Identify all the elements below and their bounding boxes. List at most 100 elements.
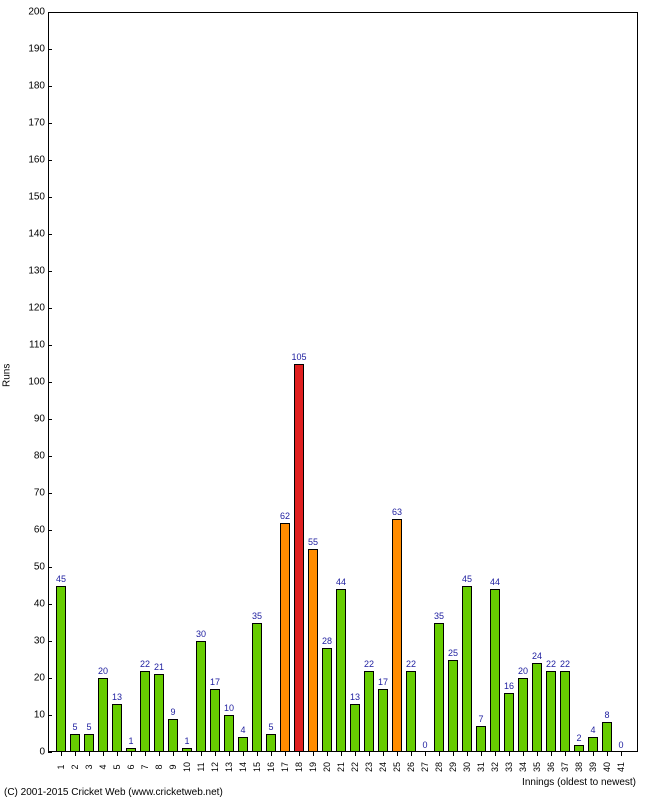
bar: [350, 704, 360, 752]
y-tick-mark: [48, 715, 52, 716]
bar: [70, 734, 80, 753]
y-tick-label: 180: [17, 81, 45, 92]
bar-value-label: 44: [490, 577, 500, 587]
x-tick-mark: [453, 752, 454, 756]
bar: [252, 623, 262, 753]
x-tick-label: 36: [546, 762, 556, 772]
bar-value-label: 22: [546, 659, 556, 669]
y-tick-mark: [48, 12, 52, 13]
bar: [112, 704, 122, 752]
y-tick-mark: [48, 530, 52, 531]
x-tick-mark: [565, 752, 566, 756]
x-tick-label: 31: [476, 762, 486, 772]
y-tick-label: 190: [17, 44, 45, 55]
y-tick-label: 10: [17, 710, 45, 721]
bar-value-label: 105: [291, 352, 306, 362]
x-tick-label: 28: [434, 762, 444, 772]
x-tick-mark: [285, 752, 286, 756]
x-tick-mark: [201, 752, 202, 756]
x-tick-label: 23: [364, 762, 374, 772]
x-tick-label: 27: [420, 762, 430, 772]
x-tick-mark: [341, 752, 342, 756]
bar-value-label: 4: [240, 725, 245, 735]
x-tick-label: 41: [616, 762, 626, 772]
x-tick-mark: [551, 752, 552, 756]
x-tick-mark: [131, 752, 132, 756]
x-tick-label: 35: [532, 762, 542, 772]
bar-value-label: 22: [406, 659, 416, 669]
x-tick-mark: [299, 752, 300, 756]
y-tick-mark: [48, 197, 52, 198]
bar-value-label: 21: [154, 662, 164, 672]
x-tick-label: 40: [602, 762, 612, 772]
bar-value-label: 45: [462, 574, 472, 584]
x-tick-mark: [61, 752, 62, 756]
x-tick-label: 5: [112, 764, 122, 769]
x-tick-label: 16: [266, 762, 276, 772]
bar-value-label: 5: [72, 722, 77, 732]
x-tick-mark: [117, 752, 118, 756]
bar: [196, 641, 206, 752]
y-axis-label: Runs: [2, 373, 13, 387]
y-tick-mark: [48, 678, 52, 679]
y-tick-mark: [48, 160, 52, 161]
x-tick-label: 3: [84, 764, 94, 769]
x-tick-label: 17: [280, 762, 290, 772]
bar-value-label: 13: [350, 692, 360, 702]
x-tick-label: 7: [140, 764, 150, 769]
y-tick-label: 120: [17, 303, 45, 314]
x-tick-mark: [159, 752, 160, 756]
bar-value-label: 1: [128, 736, 133, 746]
x-tick-mark: [439, 752, 440, 756]
y-tick-mark: [48, 345, 52, 346]
x-tick-mark: [89, 752, 90, 756]
bar-value-label: 5: [86, 722, 91, 732]
y-tick-mark: [48, 419, 52, 420]
bar: [602, 722, 612, 752]
bar: [98, 678, 108, 752]
x-tick-mark: [75, 752, 76, 756]
x-tick-label: 8: [154, 764, 164, 769]
bar-value-label: 20: [518, 666, 528, 676]
x-tick-mark: [229, 752, 230, 756]
bar: [140, 671, 150, 752]
bar-value-label: 28: [322, 636, 332, 646]
x-tick-mark: [593, 752, 594, 756]
bar-value-label: 2: [576, 733, 581, 743]
bar: [434, 623, 444, 753]
y-tick-mark: [48, 641, 52, 642]
x-tick-label: 10: [182, 762, 192, 772]
bar: [588, 737, 598, 752]
bar: [518, 678, 528, 752]
bar: [280, 523, 290, 752]
bar: [364, 671, 374, 752]
x-tick-label: 19: [308, 762, 318, 772]
y-tick-label: 40: [17, 599, 45, 610]
y-tick-mark: [48, 123, 52, 124]
bar: [392, 519, 402, 752]
x-tick-mark: [425, 752, 426, 756]
bar: [546, 671, 556, 752]
x-tick-label: 21: [336, 762, 346, 772]
y-tick-label: 80: [17, 451, 45, 462]
x-tick-mark: [313, 752, 314, 756]
bar-value-label: 20: [98, 666, 108, 676]
x-tick-label: 2: [70, 764, 80, 769]
bar: [560, 671, 570, 752]
x-tick-mark: [537, 752, 538, 756]
bar: [154, 674, 164, 752]
x-tick-mark: [103, 752, 104, 756]
x-tick-label: 25: [392, 762, 402, 772]
bar: [574, 745, 584, 752]
x-tick-label: 26: [406, 762, 416, 772]
y-tick-mark: [48, 456, 52, 457]
chart-container: 4555201312221913017104355621055528441322…: [0, 0, 650, 800]
bar: [336, 589, 346, 752]
y-tick-label: 170: [17, 118, 45, 129]
bar-value-label: 44: [336, 577, 346, 587]
bar: [406, 671, 416, 752]
bar-value-label: 45: [56, 574, 66, 584]
x-tick-label: 32: [490, 762, 500, 772]
x-tick-label: 18: [294, 762, 304, 772]
x-tick-mark: [257, 752, 258, 756]
